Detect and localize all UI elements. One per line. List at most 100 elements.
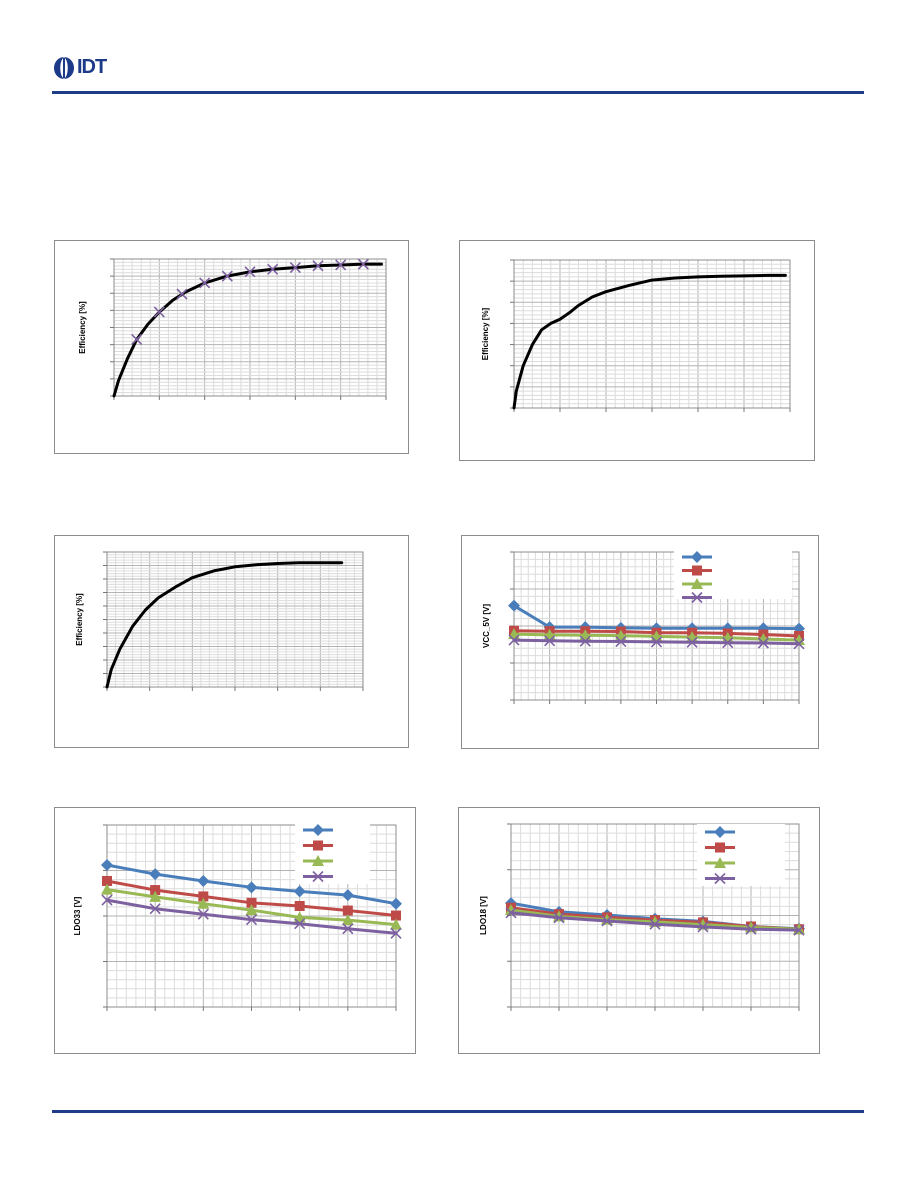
data-point-green [245,904,258,916]
series-purple [505,907,805,936]
chart-efficiency-1: Efficiency [%] [54,240,409,454]
data-point-purple [793,638,805,650]
series-black [112,262,383,398]
data-point-green [390,918,402,930]
legend-marker-green [714,857,726,868]
data-point-purple [357,258,369,270]
y-axis-label: LDO33 [V] [73,896,82,935]
data-point-purple [153,306,165,318]
data-point-purple [267,263,279,275]
data-point-purple [197,908,209,920]
data-point-purple [508,634,520,646]
data-point-blue [341,889,354,902]
data-point-green [149,890,162,902]
chart-ldo33-plot: LDO33 [V] [73,822,402,1011]
chart-legend [295,822,370,884]
legend-marker-blue [312,824,324,836]
plot-grid [513,259,791,409]
legend-marker-green [312,855,324,866]
idt-logo-mark-icon [54,57,74,79]
series-purple [131,258,369,346]
data-point-purple [335,259,347,271]
data-point-purple [342,923,354,935]
data-point-red [198,891,209,902]
series-blue [101,859,402,910]
data-point-purple [649,918,661,930]
plot-grid [113,258,387,397]
data-point-blue [508,599,520,612]
data-point-blue [293,885,306,898]
data-point-purple [199,277,211,289]
chart-legend [697,824,785,886]
chart-efficiency-2: Efficiency [%] [459,240,815,461]
data-point-purple [686,636,698,648]
legend-marker-red [313,840,323,851]
data-point-purple [221,270,233,282]
series-purple [508,634,805,650]
legend-marker-red [692,565,702,576]
legend-marker-green [691,578,703,589]
data-point-red [391,910,401,921]
data-point-red [246,897,257,908]
data-point-blue [390,897,402,910]
legend-marker-purple [691,591,703,604]
idt-logo-text: IDT [77,56,107,78]
y-axis-label: LDO18 [V] [479,896,488,935]
chart-ldo18: LDO18 [V] [458,807,820,1054]
plot-grid [106,551,364,688]
y-axis-label: Efficiency [%] [78,301,87,354]
legend-background [697,824,785,886]
data-point-purple [505,907,517,919]
plot-grid [510,823,800,1008]
chart-vcc5v: VCC_5V [V] [461,535,819,749]
y-axis-label: VCC_5V [V] [482,604,491,648]
data-point-purple [722,637,734,649]
chart-efficiency-1-plot: Efficiency [%] [78,258,387,400]
series-red [102,875,401,921]
chart-efficiency-3: Efficiency [%] [54,535,409,748]
data-point-purple [697,921,709,933]
data-point-blue [101,859,113,872]
y-axis-label: Efficiency [%] [481,307,490,360]
series-purple [101,894,402,939]
data-point-purple [131,333,143,346]
data-point-purple [294,918,306,930]
data-point-green [197,897,210,909]
data-point-purple [244,266,256,278]
chart-efficiency-3-plot: Efficiency [%] [75,551,364,691]
plot-grid [513,551,800,701]
data-point-purple [176,288,188,300]
data-point-purple [745,923,757,935]
data-point-red [102,875,112,886]
idt-logo: IDT [52,55,122,81]
data-point-purple [757,637,769,649]
data-point-green [757,632,770,644]
data-point-purple [650,636,663,648]
series-line-black [112,262,383,398]
series-black [105,561,344,689]
data-point-purple [579,635,591,647]
data-point-purple [101,894,113,906]
legend-marker-purple [312,870,324,883]
legend-marker-red [715,842,725,853]
series-line-black [105,561,344,689]
legend-marker-blue [691,551,703,563]
data-point-red [150,885,161,896]
data-point-blue [245,881,258,894]
series-line-black [512,273,787,410]
data-point-blue [197,874,210,887]
chart-ldo33: LDO33 [V] [54,807,416,1054]
data-point-green [341,914,354,926]
legend-background [295,822,370,884]
chart-legend [674,549,792,604]
data-point-purple [390,927,402,939]
data-point-purple [544,635,556,647]
footer-rule [52,1110,864,1113]
data-point-purple [149,903,161,915]
chart-efficiency-2-plot: Efficiency [%] [481,259,791,412]
data-point-purple [615,635,627,648]
data-point-blue [149,868,162,881]
series-black [512,273,787,410]
data-point-purple [553,912,565,924]
header-rule [52,91,864,94]
